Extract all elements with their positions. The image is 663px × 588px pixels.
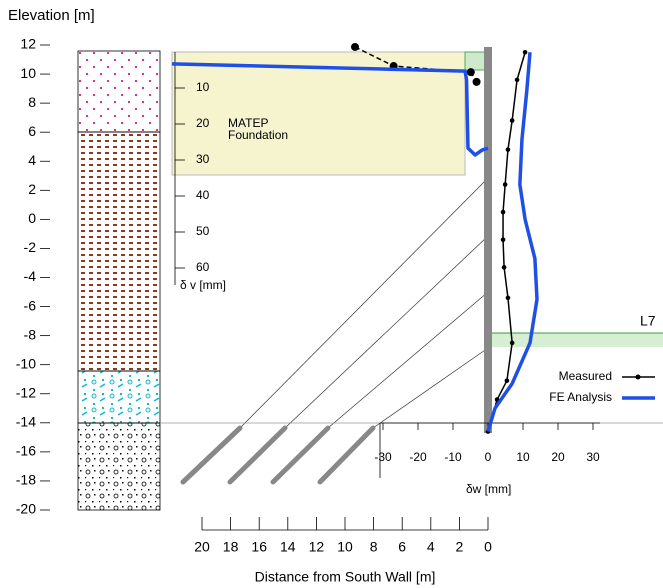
y-tick-label: 30 — [196, 152, 210, 166]
y-tick-label: -14 — [16, 414, 36, 430]
x-tick-label: 12 — [309, 539, 325, 555]
soil-layer — [78, 132, 160, 371]
anchor — [183, 428, 240, 482]
y-tick-label: 2 — [28, 181, 36, 197]
x-tick-label: 4 — [427, 539, 435, 555]
anchors — [183, 428, 373, 482]
y-tick-label: 0 — [28, 210, 36, 226]
x-tick-label: 18 — [223, 539, 239, 555]
tieback — [240, 178, 488, 428]
marker — [501, 210, 506, 215]
level-band — [488, 333, 663, 347]
x-tick-label: 30 — [586, 450, 600, 464]
tieback — [328, 292, 488, 428]
anchor — [230, 428, 285, 482]
x-tick-label: -30 — [374, 450, 392, 464]
annotation: Foundation — [228, 128, 288, 142]
y-tick-label: -18 — [16, 472, 36, 488]
x-tick-label: 20 — [194, 539, 210, 555]
y-axis-label: Elevation [m] — [8, 7, 95, 24]
y-tick-label: 8 — [28, 94, 36, 110]
y-tick-label: -8 — [24, 326, 37, 342]
soil-layer — [78, 423, 160, 510]
x-tick-label: 20 — [551, 450, 565, 464]
series-line — [488, 52, 525, 431]
soil-layer — [78, 51, 160, 132]
x-tick-label: 10 — [337, 539, 353, 555]
y-tick-label: 50 — [196, 224, 210, 238]
y-axis-label: δ v [mm] — [180, 278, 226, 292]
y-tick-label: 10 — [20, 65, 36, 81]
x-tick-label: 6 — [398, 539, 406, 555]
marker — [473, 78, 481, 86]
x-tick-label: -10 — [444, 450, 462, 464]
marker — [506, 296, 511, 301]
y-tick-label: -16 — [16, 443, 36, 459]
x-tick-label: 10 — [516, 450, 530, 464]
x-tick-label: 16 — [251, 539, 267, 555]
tiebacks — [240, 178, 488, 428]
y-tick-label: 10 — [196, 80, 210, 94]
legend-label: FE Analysis — [549, 390, 612, 404]
y-tick-label: -6 — [24, 297, 37, 313]
y-tick-label: -4 — [24, 268, 37, 284]
tieback — [285, 236, 488, 428]
x-tick-label: 0 — [485, 450, 492, 464]
x-tick-label: 2 — [456, 539, 464, 555]
x-tick-label: -20 — [409, 450, 427, 464]
anchor — [320, 428, 373, 482]
legend-label: Measured — [559, 369, 612, 383]
tieback — [373, 348, 488, 428]
x-tick-label: 14 — [280, 539, 296, 555]
marker — [506, 147, 511, 152]
marker — [510, 341, 515, 346]
marker — [467, 68, 475, 76]
marker — [510, 118, 515, 123]
x-axis-label: δw [mm] — [466, 482, 511, 496]
wall — [484, 47, 492, 433]
y-tick-label: 60 — [196, 260, 210, 274]
marker — [523, 50, 528, 55]
y-tick-label: 6 — [28, 123, 36, 139]
y-tick-label: 4 — [28, 152, 36, 168]
x-tick-label: 0 — [484, 539, 492, 555]
soil-layer — [78, 371, 160, 423]
y-tick-label: -2 — [24, 239, 37, 255]
marker — [501, 237, 506, 242]
y-tick-label: 12 — [20, 36, 36, 52]
annotation: L7 — [640, 313, 656, 329]
marker — [502, 265, 507, 270]
marker — [505, 378, 510, 383]
chart: Elevation [m] δw [mm] L7 Distance from S… — [0, 0, 663, 588]
y-tick-label: 40 — [196, 188, 210, 202]
anchor — [273, 428, 328, 482]
marker — [351, 43, 359, 51]
y-tick-label: -12 — [16, 384, 36, 400]
x-tick-label: 8 — [370, 539, 378, 555]
marker — [515, 78, 520, 83]
series-line — [488, 52, 537, 431]
y-tick-label: -10 — [16, 355, 36, 371]
y-tick-label: 20 — [196, 116, 210, 130]
legend-marker — [636, 375, 641, 380]
marker — [503, 182, 508, 187]
y-tick-label: -20 — [16, 501, 36, 517]
soil-column — [78, 51, 160, 510]
x-axis-label: Distance from South Wall [m] — [255, 569, 436, 585]
